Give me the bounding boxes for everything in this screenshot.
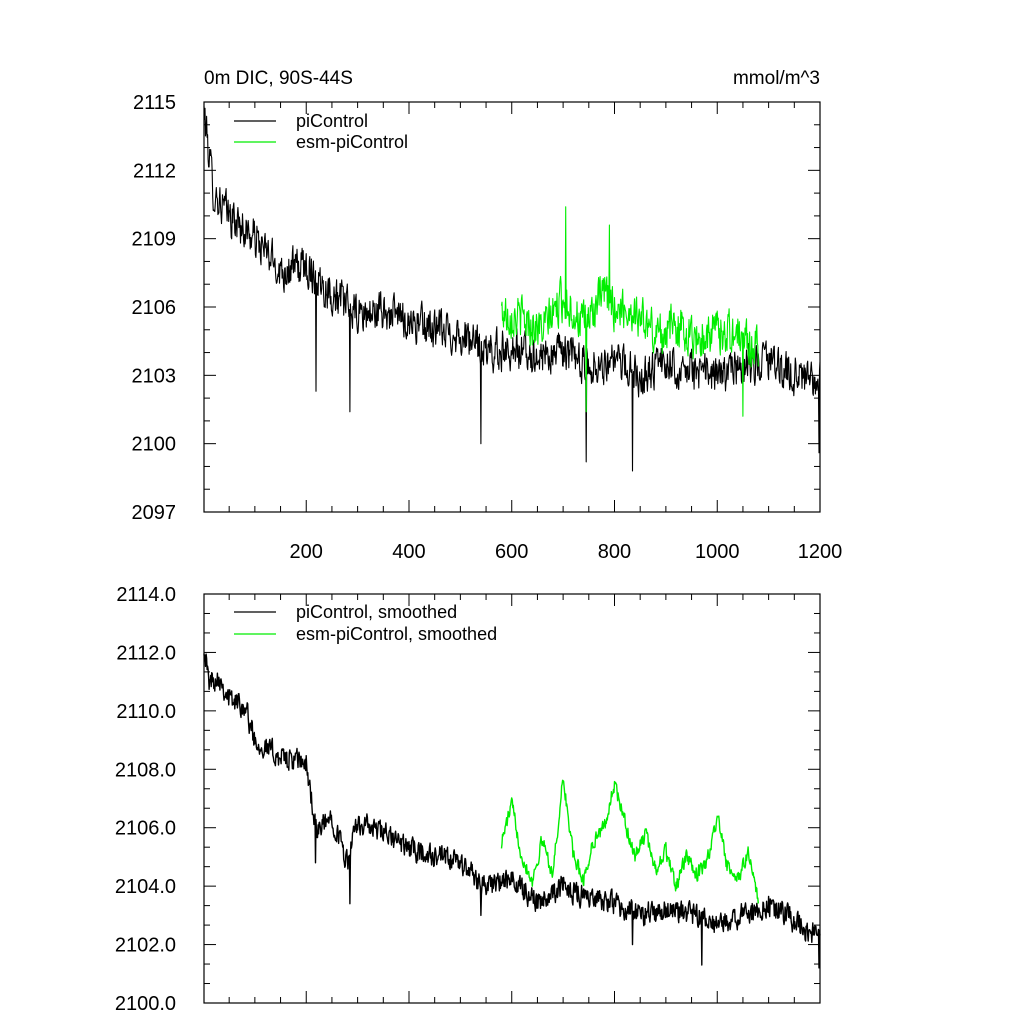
top-panel: 0m DIC, 90S-44S mmol/m^3 2097 2100 2103 210… [132, 68, 843, 563]
bottom-series-lines [203, 653, 821, 969]
y-tick-label: 2103 [132, 365, 177, 387]
series-line-picontrol-smoothed [203, 653, 821, 969]
top-chart-title: 0m DIC, 90S-44S [204, 68, 353, 89]
x-tick-label: 400 [392, 541, 425, 563]
legend-label-esm-picontrol: esm-piControl [296, 132, 408, 152]
y-tick-label: 2097 [132, 502, 177, 524]
legend-label-picontrol-smoothed: piControl, smoothed [296, 602, 457, 622]
y-tick-label: 2106.0 [115, 818, 176, 840]
y-tick-label: 2106 [132, 297, 177, 319]
plot-frame [203, 101, 821, 513]
x-tick-label: 1200 [798, 541, 843, 563]
top-series-lines [203, 106, 821, 472]
bottom-panel: 2100.0 2102.0 2104.0 2106.0 2108.0 2110.0 2112… [115, 584, 821, 1015]
y-tick-label: 2100.0 [115, 993, 176, 1015]
y-tick-label: 2115 [133, 92, 176, 114]
series-line-esm-picontrol-smoothed [500, 779, 759, 904]
legend-label-esm-picontrol-smoothed: esm-piControl, smoothed [296, 624, 497, 644]
y-tick-label: 2112 [133, 160, 176, 182]
y-tick-label: 2114.0 [116, 584, 176, 606]
y-tick-label: 2100 [132, 434, 177, 456]
y-tick-label: 2112.0 [116, 642, 176, 664]
y-tick-label: 2109 [132, 229, 177, 251]
y-tick-label: 2108.0 [115, 759, 176, 781]
top-chart-units: mmol/m^3 [733, 68, 820, 89]
x-tick-label: 600 [495, 541, 528, 563]
legend-label-picontrol: piControl [296, 111, 368, 131]
bottom-legend: piControl, smoothed esm-piControl, smoot… [234, 602, 497, 644]
x-tick-label: 800 [598, 541, 631, 563]
x-tick-label: 200 [290, 541, 323, 563]
y-tick-label: 2110.0 [116, 701, 176, 723]
series-line-esm-picontrol [500, 206, 759, 417]
top-legend: piControl esm-piControl [234, 111, 408, 152]
x-tick-label: 1000 [695, 541, 740, 563]
y-tick-label: 2102.0 [115, 935, 176, 957]
series-line-picontrol [203, 106, 821, 472]
y-tick-label: 2104.0 [115, 876, 176, 898]
bottom-axes: 2100.0 2102.0 2104.0 2106.0 2108.0 2110.0 2112… [115, 584, 821, 1015]
top-axes: 2097 2100 2103 2106 2109 2112 2115 200 400 600 800… [132, 92, 843, 563]
